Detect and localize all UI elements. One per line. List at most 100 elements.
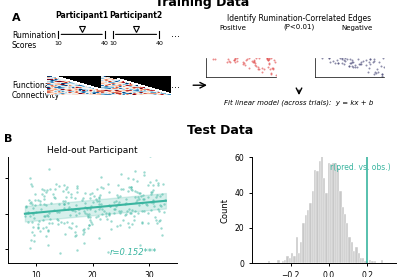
Point — [76, 211, 82, 215]
Point — [153, 217, 159, 222]
Point — [130, 213, 137, 218]
Point — [74, 186, 81, 190]
Point — [28, 182, 34, 187]
Point — [42, 214, 49, 218]
Point — [123, 197, 130, 201]
Point — [129, 207, 136, 212]
Bar — [360, 258, 362, 263]
Point — [45, 228, 52, 232]
Point — [156, 218, 163, 222]
Point — [148, 199, 154, 204]
Bar — [380, 260, 383, 263]
Point — [136, 203, 143, 207]
Point — [116, 223, 123, 228]
Text: 40: 40 — [155, 41, 163, 46]
Point — [25, 210, 32, 214]
Point — [40, 202, 47, 206]
Text: 10: 10 — [109, 41, 117, 46]
Point — [105, 182, 112, 187]
Point — [115, 195, 121, 199]
Point — [36, 219, 42, 223]
Point — [85, 226, 92, 230]
Point — [39, 192, 45, 196]
Point — [134, 211, 141, 216]
Point — [148, 191, 154, 196]
Text: A: A — [12, 13, 20, 23]
Bar — [296, 237, 298, 263]
Text: Rumination
Scores: Rumination Scores — [12, 31, 56, 50]
Point — [106, 211, 112, 216]
Point — [94, 187, 100, 191]
Point — [68, 195, 74, 199]
Point — [86, 212, 92, 216]
Point — [96, 207, 102, 211]
Point — [61, 183, 67, 187]
Bar — [339, 191, 342, 263]
Text: B: B — [4, 134, 12, 143]
Point — [37, 201, 43, 206]
Point — [45, 243, 51, 247]
Point — [47, 217, 54, 221]
Point — [156, 203, 163, 208]
Point — [123, 201, 129, 206]
Title: Held-out Participant: Held-out Participant — [47, 146, 138, 155]
Point — [97, 204, 103, 209]
Point — [97, 192, 104, 197]
Point — [86, 196, 93, 201]
Point — [66, 205, 72, 209]
Text: ...: ... — [171, 29, 180, 39]
Point — [56, 210, 62, 214]
Point — [72, 196, 78, 200]
Point — [118, 187, 124, 192]
Bar — [298, 253, 300, 263]
Point — [135, 195, 141, 199]
Point — [162, 198, 168, 202]
Point — [159, 232, 166, 237]
Point — [90, 200, 96, 204]
Point — [114, 183, 121, 188]
Point — [123, 212, 130, 216]
Text: ...: ... — [171, 80, 180, 90]
Point — [152, 215, 158, 219]
Point — [22, 214, 28, 218]
Point — [45, 228, 51, 233]
Point — [82, 201, 88, 205]
Point — [138, 221, 145, 225]
Point — [61, 221, 67, 225]
Y-axis label: Count: Count — [220, 198, 229, 223]
Point — [138, 208, 145, 213]
Point — [108, 227, 114, 231]
Point — [134, 190, 140, 194]
Point — [79, 198, 85, 202]
Point — [56, 202, 62, 207]
Point — [74, 189, 80, 194]
Point — [73, 233, 80, 237]
Point — [130, 177, 136, 181]
Point — [127, 211, 133, 216]
Point — [80, 232, 86, 237]
Bar — [351, 242, 353, 263]
Point — [65, 190, 72, 194]
Point — [132, 188, 138, 193]
Bar — [374, 261, 376, 263]
Bar — [326, 193, 328, 263]
Bar — [291, 253, 293, 263]
Point — [46, 211, 52, 216]
Point — [159, 192, 165, 196]
Point — [114, 201, 121, 206]
Point — [38, 206, 44, 211]
Point — [70, 208, 76, 212]
Point — [152, 195, 159, 199]
Point — [137, 191, 144, 195]
Point — [113, 224, 120, 229]
Point — [107, 204, 113, 208]
Point — [48, 201, 55, 206]
Text: Participant1: Participant1 — [55, 11, 108, 20]
Point — [138, 194, 144, 198]
Point — [40, 226, 46, 230]
Point — [136, 197, 142, 202]
Text: 40: 40 — [101, 41, 109, 46]
Point — [44, 214, 51, 218]
Point — [125, 175, 131, 180]
Point — [36, 198, 43, 203]
